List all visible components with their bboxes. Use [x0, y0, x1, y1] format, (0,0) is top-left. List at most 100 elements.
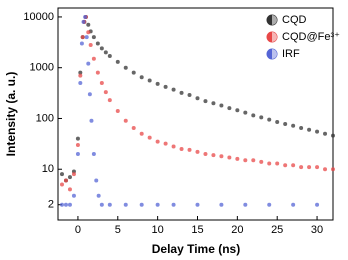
legend-marker-half [272, 49, 277, 59]
data-point [99, 202, 104, 207]
data-point [78, 73, 83, 78]
data-point [331, 133, 335, 138]
data-point [195, 96, 200, 101]
data-point [86, 22, 91, 27]
plot-frame [57, 7, 334, 221]
data-point [163, 84, 168, 89]
data-point [75, 136, 80, 141]
data-point [251, 158, 256, 163]
data-point [283, 121, 288, 126]
y-tick-label: 100 [36, 112, 54, 124]
data-point [203, 99, 208, 104]
data-point [78, 80, 83, 85]
y-tick-label: 10 [42, 163, 54, 175]
data-point [315, 202, 320, 207]
data-point [227, 106, 232, 111]
data-point [243, 110, 248, 115]
data-point [63, 178, 68, 183]
legend-marker-half [272, 15, 277, 25]
data-point [155, 81, 160, 86]
data-point [79, 41, 84, 46]
data-point [235, 108, 240, 113]
data-point [115, 59, 120, 64]
x-tick-label: 20 [231, 224, 243, 236]
data-point [83, 14, 88, 19]
data-point [275, 161, 280, 166]
data-point [67, 175, 72, 180]
data-point [91, 56, 96, 61]
x-axis-title: Delay Time (ns) [152, 242, 240, 256]
data-point [155, 139, 160, 144]
data-point [67, 187, 72, 192]
data-point [307, 165, 312, 170]
data-point [71, 193, 76, 198]
data-point [71, 172, 76, 177]
x-tick-label: 25 [271, 224, 283, 236]
y-tick-label: 1000 [30, 62, 54, 74]
x-tick-label: 30 [311, 224, 323, 236]
x-tick-label: 15 [191, 224, 203, 236]
data-point [75, 143, 80, 148]
data-point [123, 118, 128, 123]
data-point [91, 35, 96, 40]
data-point [219, 154, 224, 159]
data-point [107, 98, 112, 103]
data-point [291, 163, 296, 168]
data-point [195, 149, 200, 154]
data-point [267, 117, 272, 122]
data-point [299, 165, 304, 170]
data-point [88, 43, 93, 48]
x-tick-label: 10 [152, 224, 164, 236]
data-point [95, 70, 100, 75]
data-point [259, 159, 264, 164]
x-tick-label: 5 [115, 224, 121, 236]
data-point [211, 101, 216, 106]
data-point [227, 155, 232, 160]
data-point [103, 50, 108, 55]
data-point [75, 151, 80, 156]
data-point [155, 202, 160, 207]
data-point [291, 123, 296, 128]
data-point [63, 202, 68, 207]
data-point [179, 90, 184, 95]
legend-label: CQD [282, 14, 307, 26]
data-point [78, 70, 83, 75]
data-point [267, 202, 272, 207]
data-point [59, 172, 64, 177]
data-point [187, 147, 192, 152]
data-point [275, 120, 280, 125]
data-point [123, 65, 128, 70]
data-point [84, 35, 89, 40]
data-point [291, 202, 296, 207]
data-point [243, 202, 248, 207]
data-point [323, 131, 328, 136]
data-point [123, 202, 128, 207]
data-point [315, 165, 320, 170]
data-point [115, 109, 120, 114]
data-point [95, 41, 100, 46]
data-point [107, 202, 112, 207]
y-tick-label: 2 [48, 199, 54, 211]
data-point [86, 30, 91, 35]
data-point [243, 158, 248, 163]
data-point [147, 135, 152, 140]
data-point [87, 92, 92, 97]
data-point [94, 178, 99, 183]
data-point [81, 19, 86, 24]
data-point [59, 202, 64, 207]
data-point [235, 156, 240, 161]
data-point [179, 147, 184, 152]
data-point [91, 151, 96, 156]
data-point [219, 103, 224, 108]
data-point [171, 144, 176, 149]
data-point [163, 141, 168, 146]
data-point [211, 153, 216, 158]
legend-label: CQD@Fe³⁺ [282, 31, 340, 43]
data-point [259, 115, 264, 120]
data-point [315, 129, 320, 134]
data-point [331, 167, 335, 172]
data-point [96, 193, 101, 198]
data-point [195, 202, 200, 207]
data-point [99, 46, 104, 51]
